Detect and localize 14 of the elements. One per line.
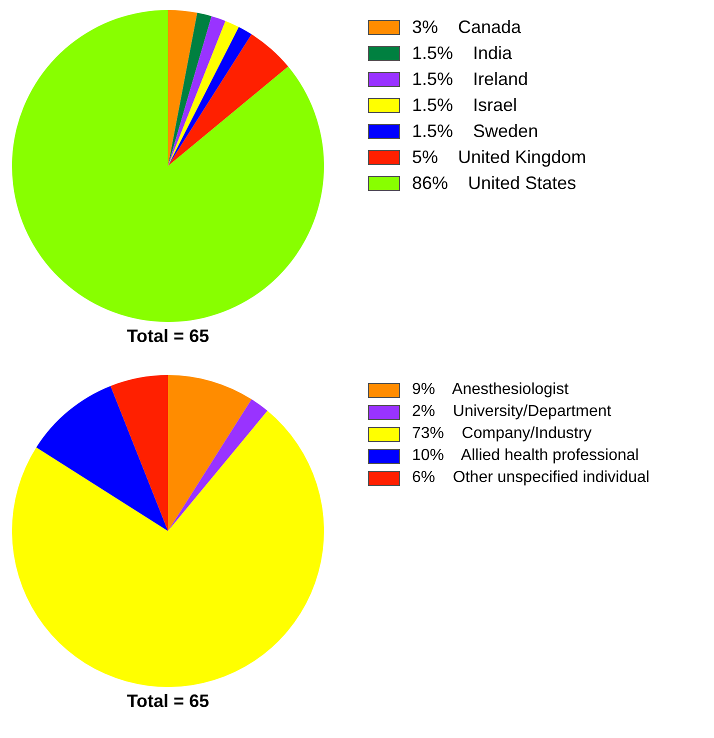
text: Total = 65 — [126, 691, 210, 712]
legend-label: 9% Anesthesiologist — [412, 381, 569, 399]
legend-label: 1.5% Ireland — [412, 68, 528, 90]
legend-label: 1.5% Israel — [412, 94, 518, 116]
text: Total = 65 — [126, 326, 210, 347]
legend-label: 5% United Kingdom — [412, 146, 586, 168]
legend-label: 73% Company/Industry — [412, 425, 592, 443]
legend-label: 2% University/Department — [412, 403, 612, 421]
legend-label: 10% Allied health professional — [412, 447, 639, 465]
legend-label: 86% United States — [412, 172, 576, 194]
legend-label: 1.5% Sweden — [412, 120, 538, 142]
legend-label: 1.5% India — [412, 42, 512, 64]
legend-label: 3% Canada — [412, 16, 522, 38]
legend-label: 6% Other unspecified individual — [412, 469, 650, 487]
